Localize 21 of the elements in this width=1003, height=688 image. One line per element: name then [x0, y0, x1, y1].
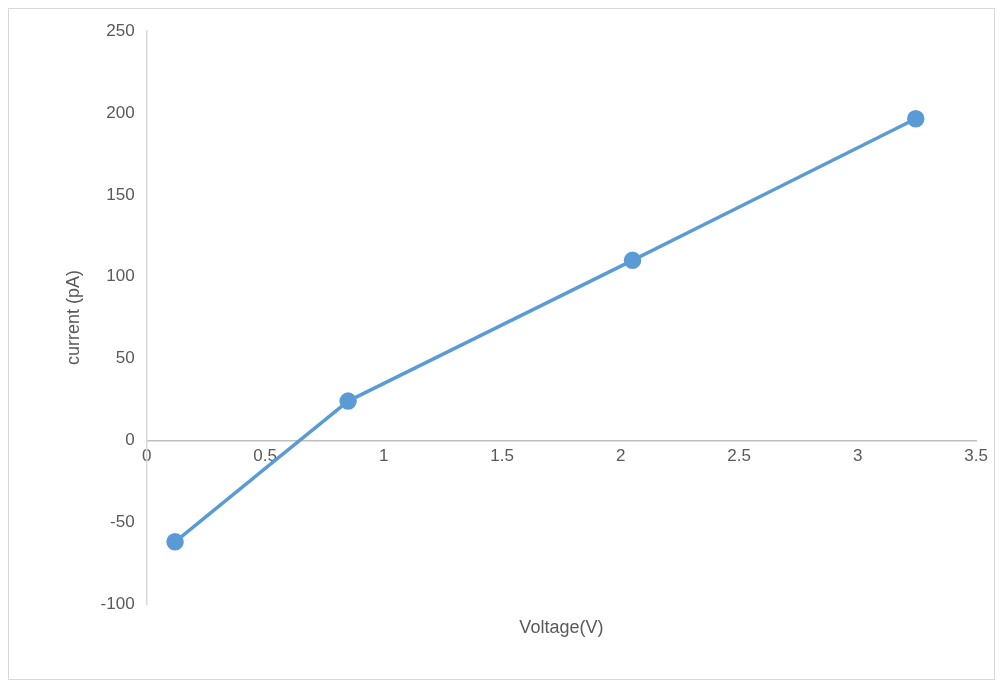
y-tick-label: 150 [106, 184, 135, 204]
x-axis-title: Voltage(V) [519, 616, 604, 637]
y-tick-label: 0 [125, 430, 135, 450]
point [166, 533, 184, 551]
y-tick-label: 50 [115, 348, 135, 368]
point [623, 251, 642, 270]
x-tick-label: 0.5 [253, 446, 277, 466]
x-tick-label: 2 [615, 446, 626, 466]
point [339, 392, 357, 410]
x-tick-label: 1 [378, 446, 389, 466]
y-tick-label: -100 [100, 593, 135, 613]
y-tick-label: -50 [110, 511, 135, 531]
y-tick-label: 100 [106, 266, 135, 286]
point [907, 110, 925, 128]
y-tick-label: 200 [106, 102, 135, 122]
y-axis-title: current (pA) [62, 270, 83, 366]
x-tick-label: 3.5 [964, 446, 988, 466]
x-tick-label: 1.5 [490, 446, 514, 466]
x-tick-label: 3 [852, 446, 863, 466]
x-tick-label: 2.5 [727, 446, 751, 466]
y-tick-label: 250 [106, 20, 135, 40]
